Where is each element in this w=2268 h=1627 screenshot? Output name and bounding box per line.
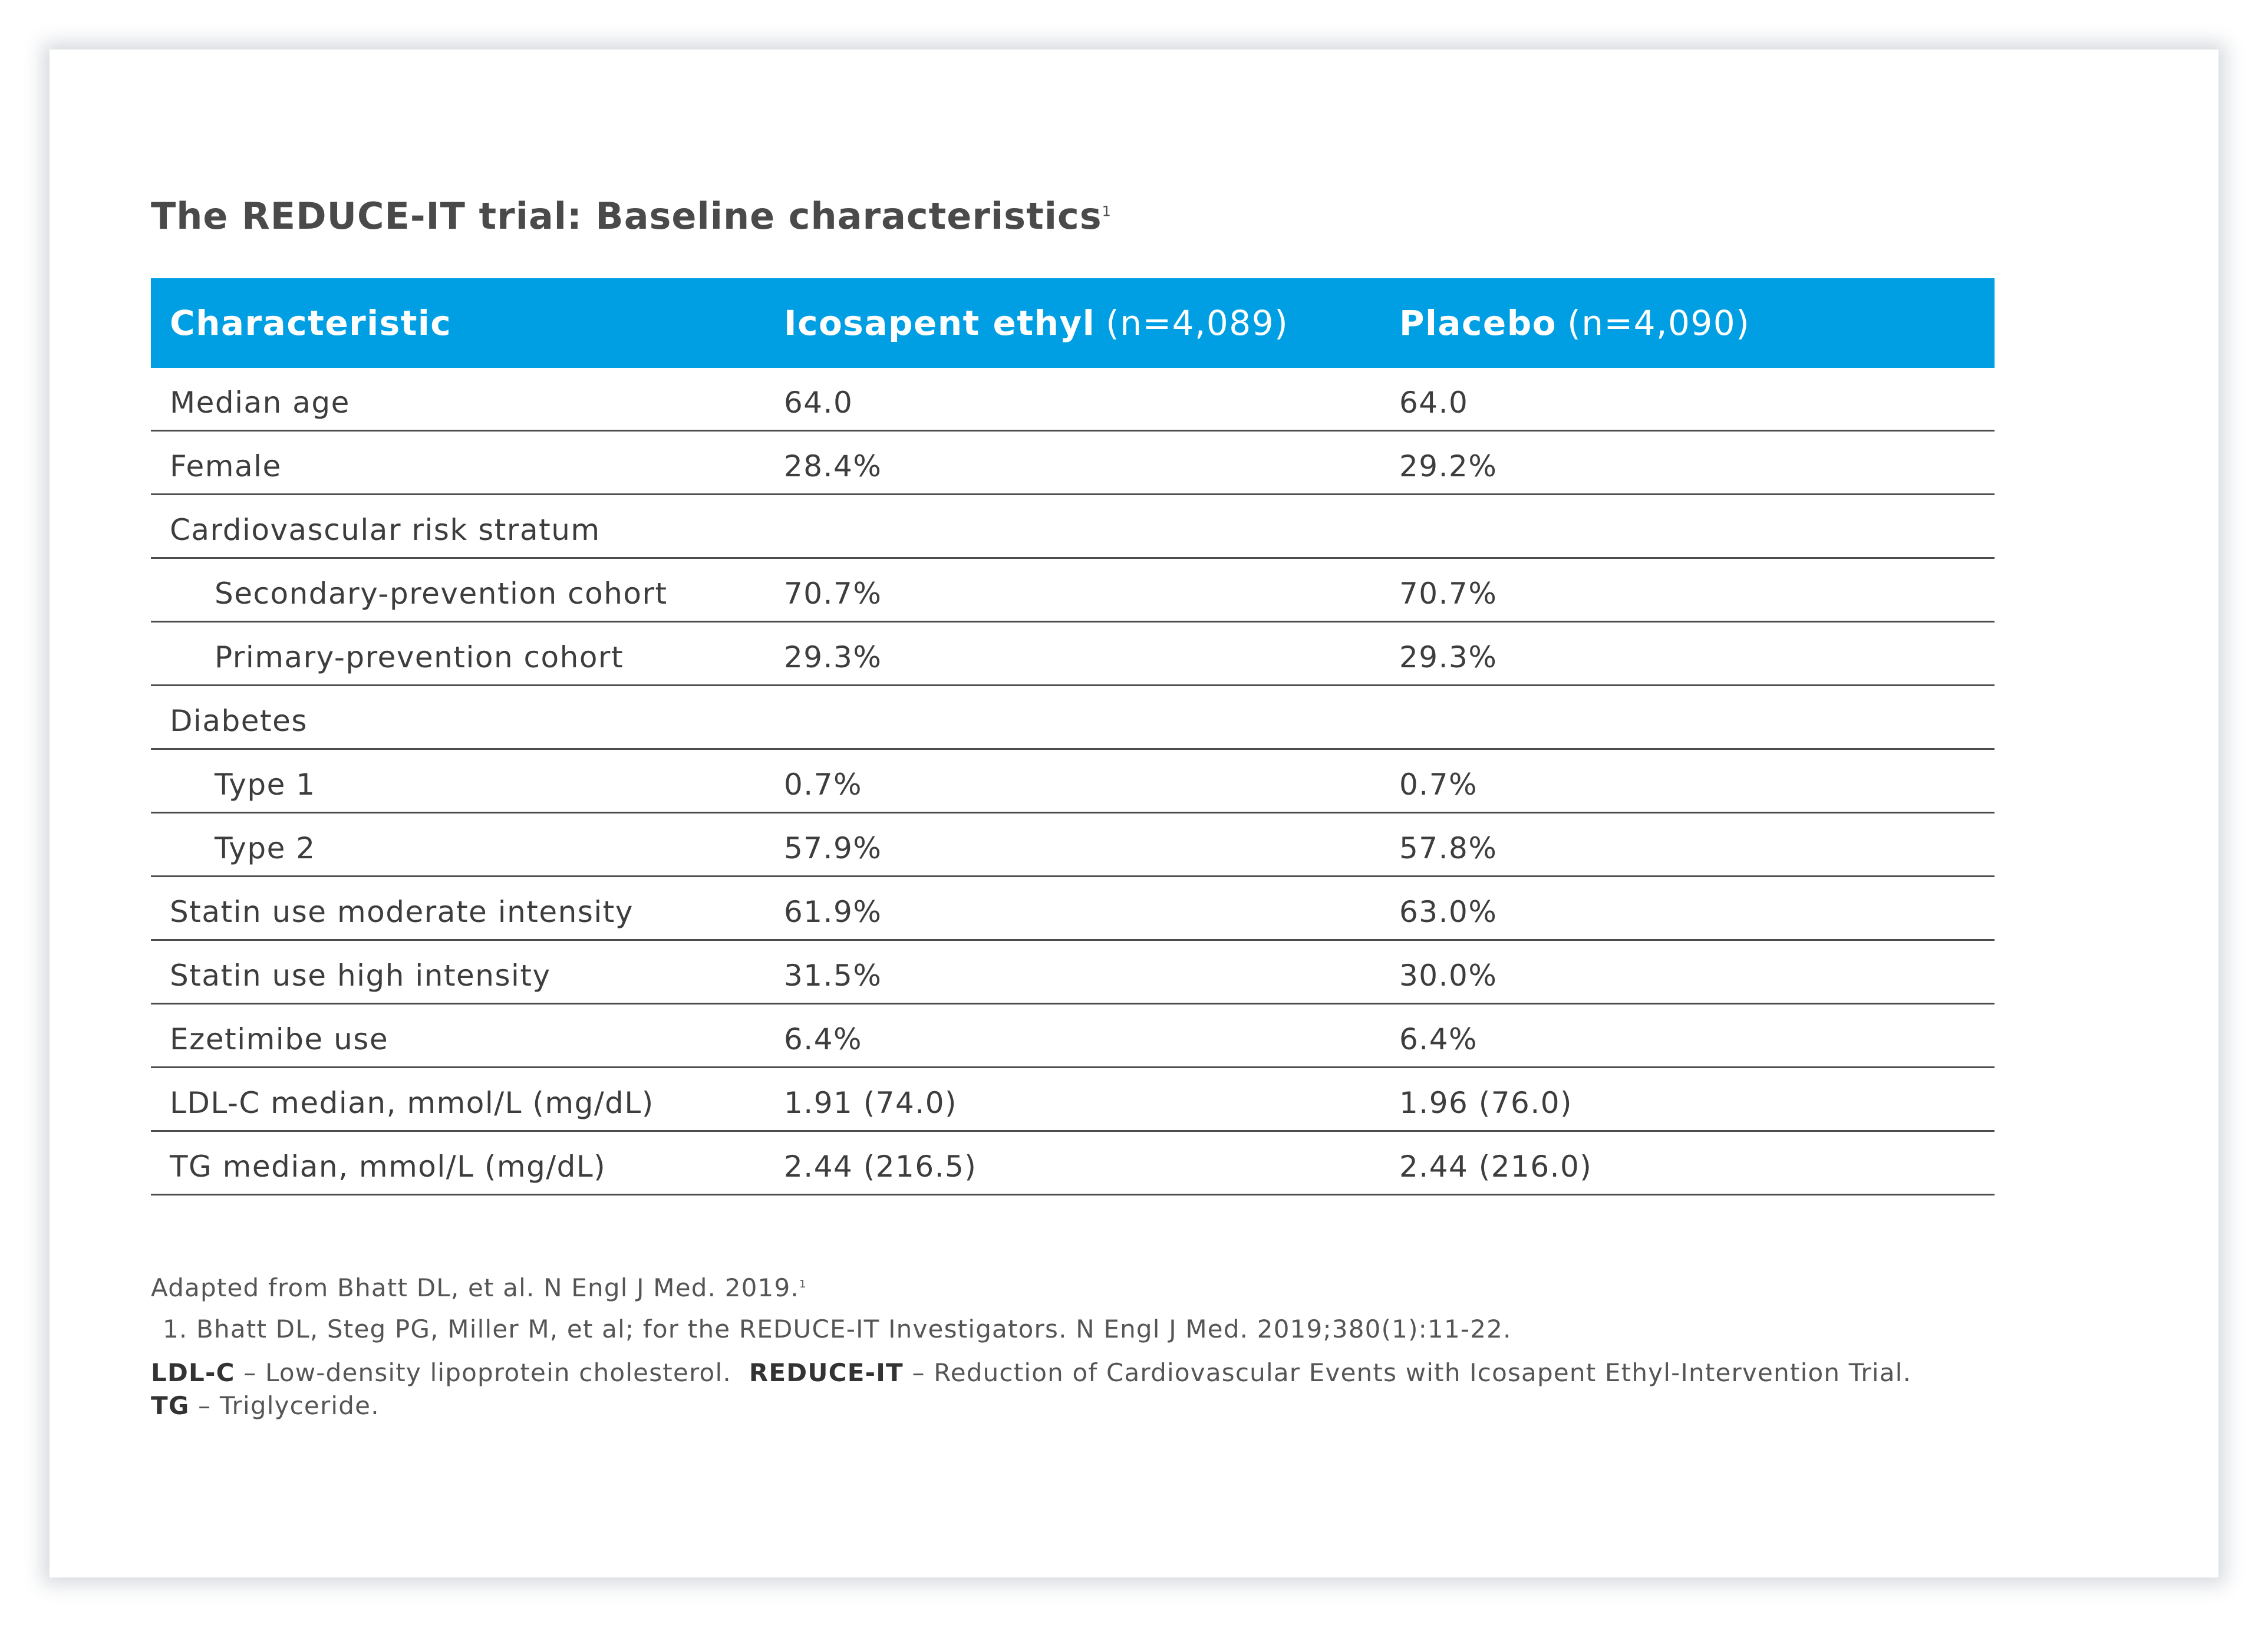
table-row: Cardiovascular risk stratum: [151, 495, 1995, 559]
row-icosapent-value: 31.5%: [784, 958, 882, 993]
table-row: Statin use high intensity 31.5% 30.0%: [151, 941, 1995, 1004]
row-icosapent-value: 64.0: [784, 385, 853, 420]
table-row: TG median, mmol/L (mg/dL) 2.44 (216.5) 2…: [151, 1132, 1995, 1195]
table-row: Secondary-prevention cohort 70.7% 70.7%: [151, 559, 1995, 623]
table-row: Type 2 57.9% 57.8%: [151, 814, 1995, 877]
row-icosapent-value: 2.44 (216.5): [784, 1149, 977, 1184]
row-icosapent-value: 28.4%: [784, 449, 882, 483]
page-title: The REDUCE-IT trial: Baseline characteri…: [151, 195, 1112, 238]
row-placebo-value: 29.2%: [1399, 449, 1498, 483]
row-label: Type 1: [215, 767, 316, 802]
row-label: Statin use moderate intensity: [170, 894, 634, 929]
table-header: Characteristic Icosapent ethyl (n=4,089) …: [151, 278, 1995, 368]
adapted-footnote-marker: 1: [799, 1278, 807, 1290]
table-row: Diabetes: [151, 686, 1995, 750]
row-label: Cardiovascular risk stratum: [170, 512, 601, 547]
abbr-ldl: LDL-C: [151, 1358, 235, 1387]
title-footnote-marker: 1: [1102, 203, 1112, 220]
header-characteristic-label: Characteristic: [170, 303, 452, 343]
row-label: TG median, mmol/L (mg/dL): [170, 1149, 606, 1184]
row-placebo-value: 70.7%: [1399, 576, 1498, 611]
abbr-reduce-it-definition: – Reduction of Cardiovascular Events wit…: [903, 1358, 1912, 1387]
row-label: Diabetes: [170, 703, 308, 738]
row-icosapent-value: 29.3%: [784, 640, 882, 674]
abbr-reduce-it: REDUCE-IT: [749, 1358, 904, 1387]
row-placebo-value: 2.44 (216.0): [1399, 1149, 1593, 1184]
table-row: Type 1 0.7% 0.7%: [151, 750, 1995, 814]
row-label: Type 2: [215, 831, 316, 865]
header-placebo-name: Placebo: [1399, 303, 1557, 343]
header-placebo: Placebo (n=4,090): [1399, 278, 1750, 368]
table-row: LDL-C median, mmol/L (mg/dL) 1.91 (74.0)…: [151, 1068, 1995, 1132]
row-label: Median age: [170, 385, 350, 420]
header-placebo-n: (n=4,090): [1567, 303, 1751, 343]
row-icosapent-value: 57.9%: [784, 831, 882, 865]
row-placebo-value: 1.96 (76.0): [1399, 1085, 1573, 1120]
row-label: Statin use high intensity: [170, 958, 551, 993]
row-placebo-value: 64.0: [1399, 385, 1469, 420]
abbr-tg-definition: – Triglyceride.: [189, 1391, 380, 1420]
adapted-text: Adapted from Bhatt DL, et al. N Engl J M…: [151, 1273, 799, 1302]
row-label: LDL-C median, mmol/L (mg/dL): [170, 1085, 654, 1120]
row-placebo-value: 0.7%: [1399, 767, 1478, 802]
row-placebo-value: 63.0%: [1399, 894, 1498, 929]
header-icosapent: Icosapent ethyl (n=4,089): [784, 278, 1288, 368]
table-row: Statin use moderate intensity 61.9% 63.0…: [151, 877, 1995, 941]
row-placebo-value: 6.4%: [1399, 1022, 1478, 1056]
abbr-tg: TG: [151, 1391, 190, 1420]
row-placebo-value: 57.8%: [1399, 831, 1498, 865]
abbreviations-line-2: TG – Triglyceride.: [151, 1391, 380, 1420]
row-placebo-value: 29.3%: [1399, 640, 1498, 674]
title-text: The REDUCE-IT trial: Baseline characteri…: [151, 195, 1102, 238]
row-label: Ezetimibe use: [170, 1022, 389, 1056]
header-icosapent-name: Icosapent ethyl: [784, 303, 1096, 343]
abbr-ldl-definition: – Low-density lipoprotein cholesterol.: [235, 1358, 731, 1387]
header-characteristic: Characteristic: [170, 278, 451, 368]
table-row: Primary-prevention cohort 29.3% 29.3%: [151, 623, 1995, 686]
row-label: Female: [170, 449, 282, 483]
table-row: Female 28.4% 29.2%: [151, 432, 1995, 495]
row-icosapent-value: 61.9%: [784, 894, 882, 929]
adapted-from-note: Adapted from Bhatt DL, et al. N Engl J M…: [151, 1273, 807, 1302]
header-icosapent-n: (n=4,089): [1106, 303, 1289, 343]
row-label: Primary-prevention cohort: [215, 640, 624, 674]
row-icosapent-value: 0.7%: [784, 767, 863, 802]
baseline-characteristics-table: Characteristic Icosapent ethyl (n=4,089) …: [151, 278, 1995, 1195]
row-label: Secondary-prevention cohort: [215, 576, 668, 611]
table-row: Ezetimibe use 6.4% 6.4%: [151, 1004, 1995, 1068]
row-icosapent-value: 1.91 (74.0): [784, 1085, 958, 1120]
abbreviations-line-1: LDL-C – Low-density lipoprotein choleste…: [151, 1358, 1911, 1387]
reference-note: 1. Bhatt DL, Steg PG, Miller M, et al; f…: [163, 1315, 1512, 1343]
table-row: Median age 64.0 64.0: [151, 368, 1995, 432]
row-icosapent-value: 6.4%: [784, 1022, 863, 1056]
row-placebo-value: 30.0%: [1399, 958, 1498, 993]
row-icosapent-value: 70.7%: [784, 576, 882, 611]
